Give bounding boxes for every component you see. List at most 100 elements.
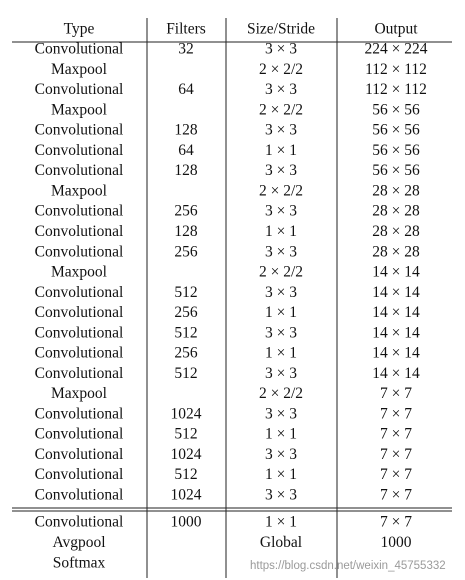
cell-filters: 128 (174, 223, 198, 240)
cell-type: Convolutional (35, 142, 124, 159)
cell-type: Convolutional (35, 304, 124, 321)
cell-size-stride: 3 × 3 (265, 487, 297, 504)
cell-type: Convolutional (35, 426, 124, 443)
cell-type: Convolutional (35, 81, 124, 98)
cell-filters: 64 (178, 81, 194, 98)
cell-size-stride: 3 × 3 (265, 203, 297, 220)
cell-size-stride: 3 × 3 (265, 405, 297, 422)
header-filters: Filters (166, 21, 206, 38)
cell-size-stride: 3 × 3 (265, 41, 297, 58)
cell-size-stride: 3 × 3 (265, 243, 297, 260)
cell-type: Convolutional (35, 324, 124, 341)
cell-filters: 512 (174, 324, 197, 341)
cell-size-stride: 3 × 3 (265, 162, 297, 179)
cell-filters: 32 (178, 41, 194, 58)
cell-type: Convolutional (35, 345, 124, 362)
cell-type: Convolutional (35, 243, 124, 260)
cell-type: Convolutional (35, 487, 124, 504)
cell-filters: 256 (174, 304, 198, 321)
cell-output: 14 × 14 (372, 324, 420, 341)
header-size-stride: Size/Stride (247, 21, 315, 38)
cell-type: Maxpool (51, 182, 107, 199)
cell-output: 14 × 14 (372, 284, 420, 301)
cell-type: Convolutional (35, 284, 124, 301)
cell-size-stride: 1 × 1 (265, 514, 297, 531)
cell-size-stride: 2 × 2/2 (259, 385, 303, 402)
watermark: https://blog.csdn.net/weixin_45755332 (250, 560, 446, 572)
cell-output: 1000 (381, 534, 412, 551)
cell-size-stride: 2 × 2/2 (259, 182, 303, 199)
cell-type: Convolutional (35, 203, 124, 220)
cell-output: 28 × 28 (372, 203, 420, 220)
cell-size-stride: 1 × 1 (265, 223, 297, 240)
cell-output: 28 × 28 (372, 223, 420, 240)
cell-type: Convolutional (35, 446, 124, 463)
cell-type: Convolutional (35, 514, 124, 531)
header-type: Type (64, 21, 95, 38)
cell-type: Maxpool (51, 264, 107, 281)
cell-size-stride: 3 × 3 (265, 365, 297, 382)
cell-size-stride: 1 × 1 (265, 142, 297, 159)
cell-filters: 1000 (171, 514, 202, 531)
cell-type: Convolutional (35, 466, 124, 483)
cell-filters: 512 (174, 365, 197, 382)
cell-output: 14 × 14 (372, 304, 420, 321)
cell-filters: 512 (174, 466, 197, 483)
cell-output: 7 × 7 (380, 514, 412, 531)
cell-filters: 512 (174, 426, 197, 443)
cell-filters: 128 (174, 162, 198, 179)
cell-size-stride: 2 × 2/2 (259, 61, 303, 78)
cell-size-stride: 2 × 2/2 (259, 101, 303, 118)
cell-size-stride: 3 × 3 (265, 446, 297, 463)
cell-filters: 256 (174, 345, 198, 362)
cell-type: Convolutional (35, 162, 124, 179)
cell-type: Maxpool (51, 101, 107, 118)
cell-filters: 512 (174, 284, 197, 301)
cell-size-stride: 1 × 1 (265, 426, 297, 443)
cell-filters: 1024 (171, 446, 202, 463)
header-output: Output (374, 21, 418, 38)
cell-size-stride: 2 × 2/2 (259, 264, 303, 281)
cell-filters: 256 (174, 243, 198, 260)
cell-output: 56 × 56 (372, 122, 420, 139)
cell-type: Convolutional (35, 41, 124, 58)
cell-type: Softmax (53, 555, 106, 572)
cell-output: 28 × 28 (372, 182, 420, 199)
cell-output: 112 × 112 (365, 61, 427, 78)
cell-output: 56 × 56 (372, 142, 420, 159)
cell-filters: 1024 (171, 487, 202, 504)
cell-size-stride: 1 × 1 (265, 304, 297, 321)
cell-output: 7 × 7 (380, 446, 412, 463)
cell-type: Convolutional (35, 223, 124, 240)
cell-type: Maxpool (51, 385, 107, 402)
cell-output: 7 × 7 (380, 405, 412, 422)
cell-type: Avgpool (52, 534, 105, 551)
cell-size-stride: 1 × 1 (265, 466, 297, 483)
cell-type: Maxpool (51, 61, 107, 78)
cell-output: 56 × 56 (372, 162, 420, 179)
cell-size-stride: 3 × 3 (265, 284, 297, 301)
cell-size-stride: 3 × 3 (265, 324, 297, 341)
cell-output: 56 × 56 (372, 101, 420, 118)
cell-type: Convolutional (35, 122, 124, 139)
cell-output: 7 × 7 (380, 385, 412, 402)
cell-output: 14 × 14 (372, 365, 420, 382)
cell-output: 7 × 7 (380, 466, 412, 483)
cell-size-stride: 3 × 3 (265, 122, 297, 139)
cell-output: 112 × 112 (365, 81, 427, 98)
cell-output: 14 × 14 (372, 264, 420, 281)
cell-output: 28 × 28 (372, 243, 420, 260)
cell-output: 7 × 7 (380, 487, 412, 504)
cell-size-stride: 3 × 3 (265, 81, 297, 98)
cell-filters: 1024 (171, 405, 202, 422)
cell-type: Convolutional (35, 405, 124, 422)
cell-output: 224 × 224 (365, 41, 428, 58)
cell-filters: 256 (174, 203, 198, 220)
cell-filters: 64 (178, 142, 194, 159)
cell-size-stride: Global (260, 534, 302, 551)
cell-output: 14 × 14 (372, 345, 420, 362)
cell-size-stride: 1 × 1 (265, 345, 297, 362)
cell-type: Convolutional (35, 365, 124, 382)
cell-filters: 128 (174, 122, 198, 139)
